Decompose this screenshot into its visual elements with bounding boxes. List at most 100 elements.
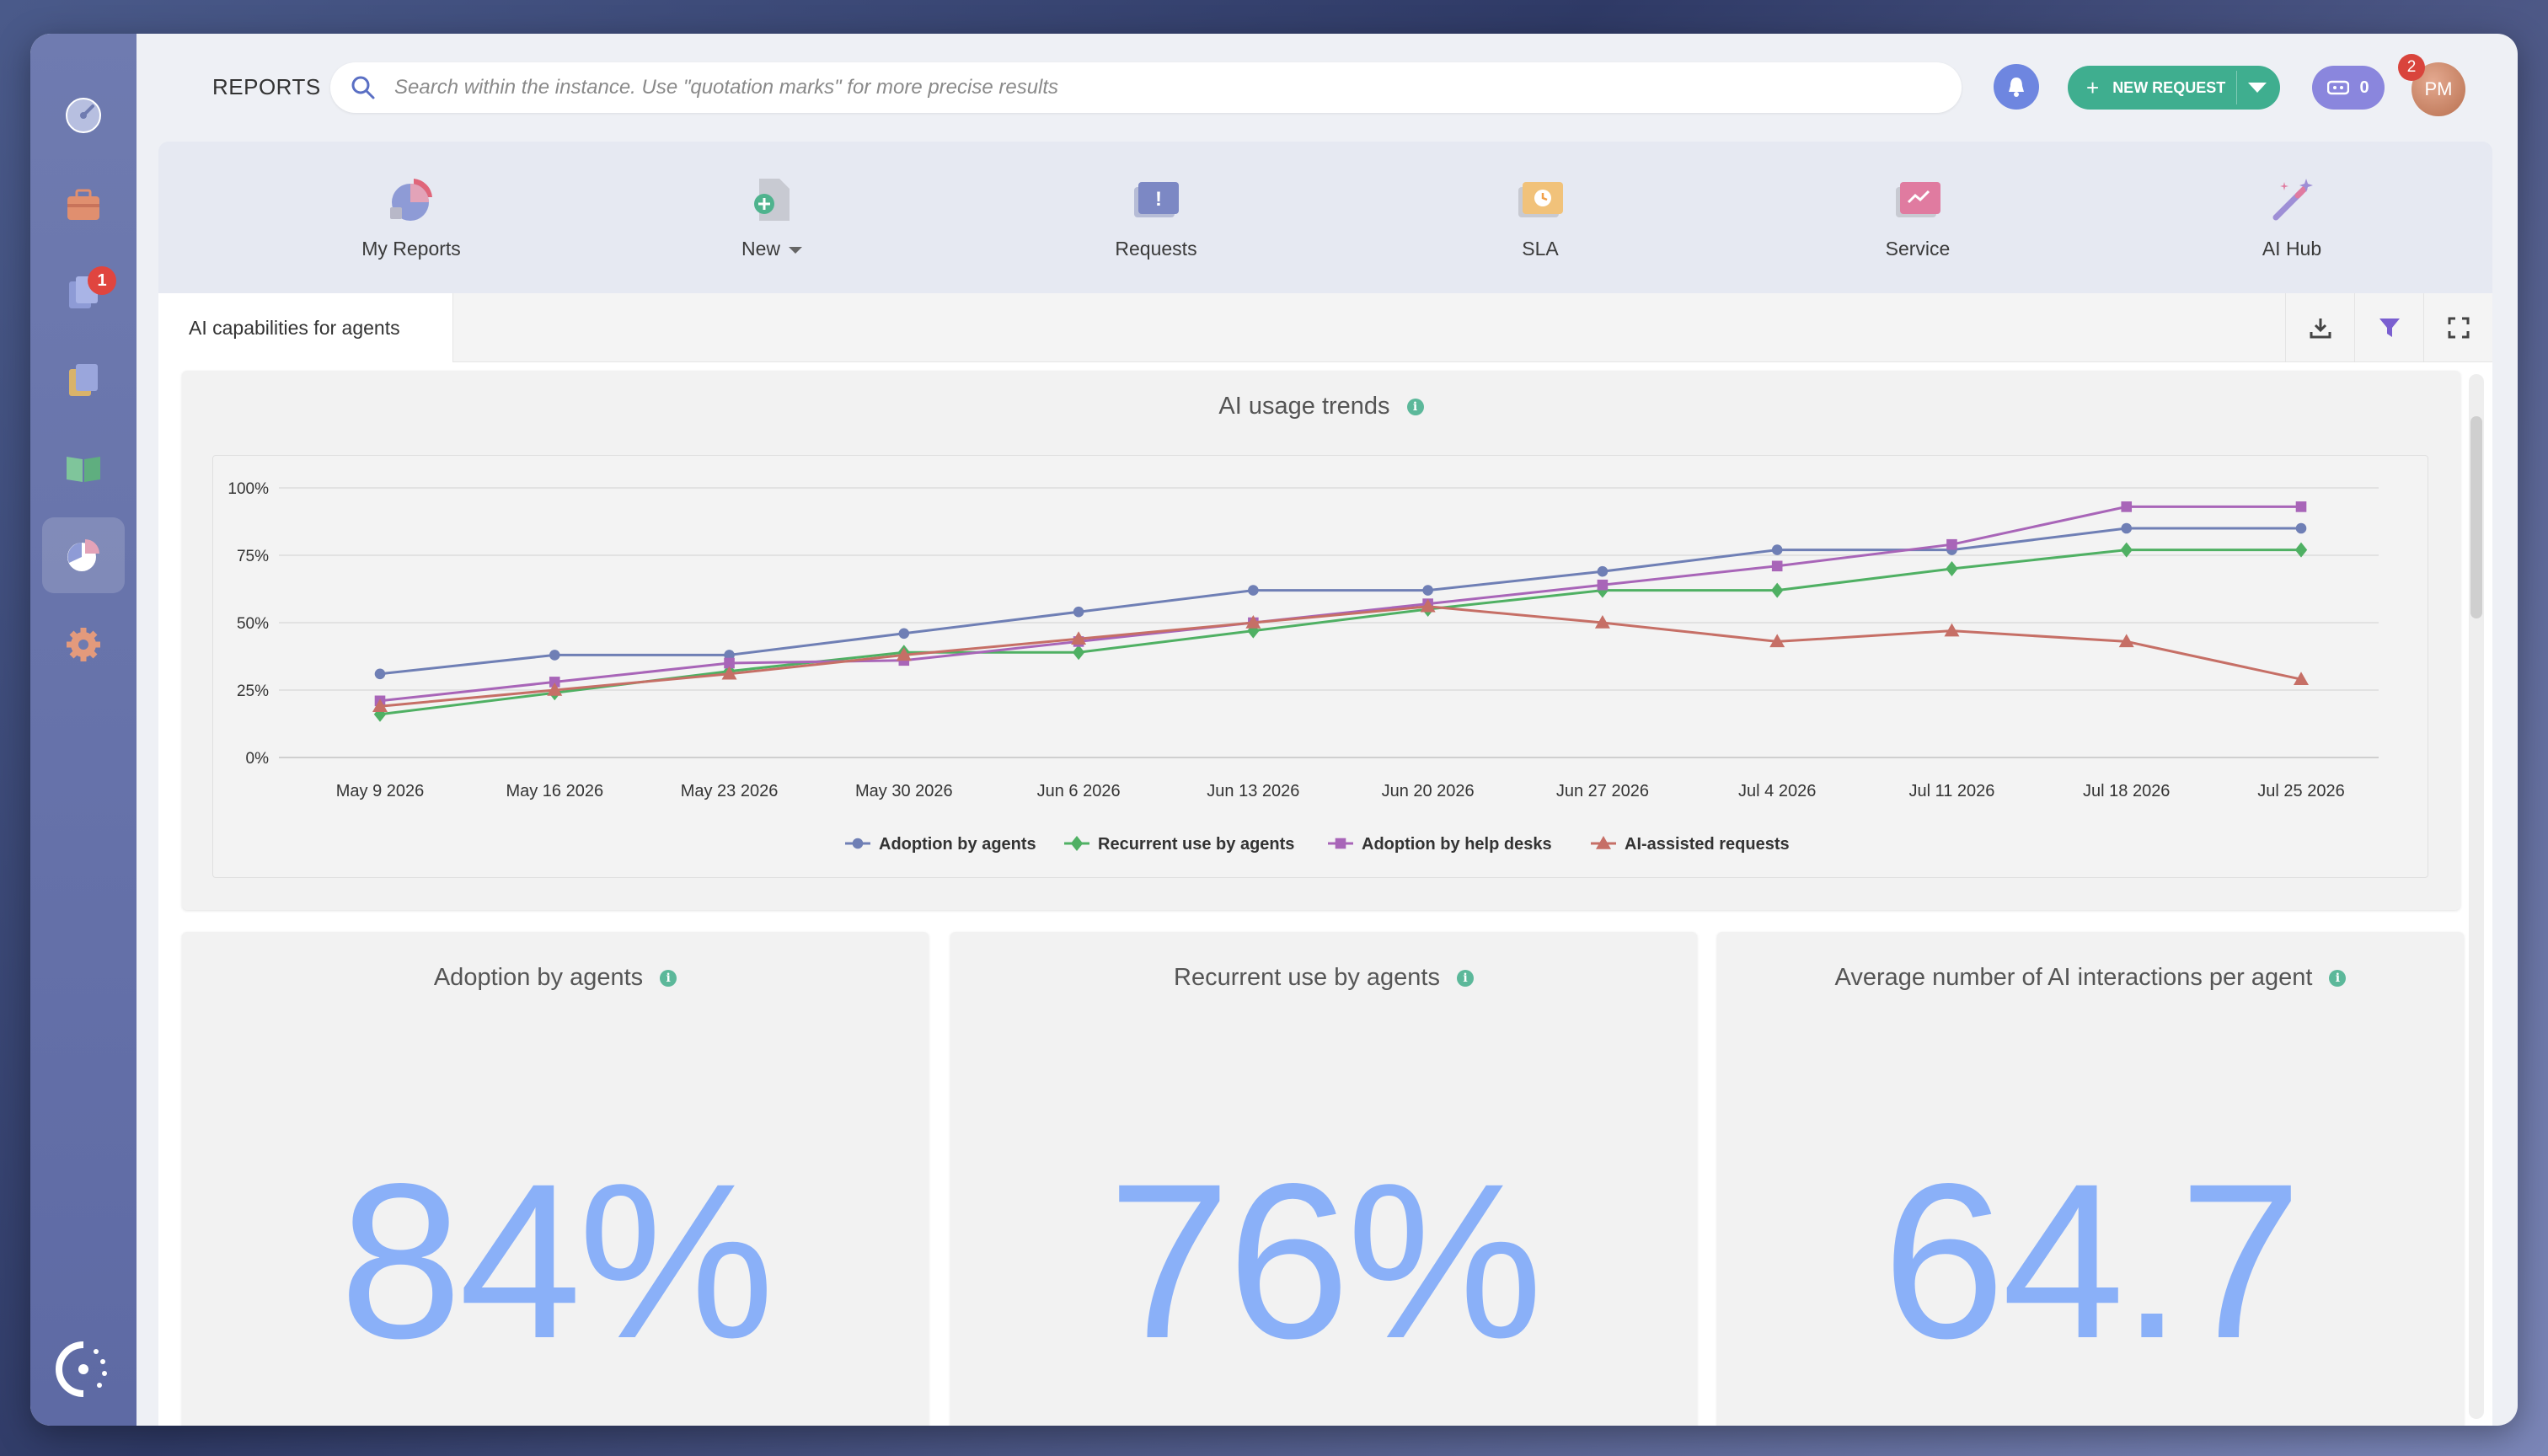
magic-wand-icon: [2272, 179, 2313, 221]
x-tick-label: Jul 25 2026: [2257, 782, 2344, 800]
sidebar-item-requests[interactable]: 1: [42, 254, 125, 330]
y-tick-label: 0%: [246, 750, 270, 768]
sidebar-item-settings[interactable]: [42, 607, 125, 682]
ticket-icon: [2327, 80, 2350, 95]
chevron-down-icon[interactable]: [2248, 83, 2267, 93]
nav-sla[interactable]: SLA: [1439, 175, 1641, 260]
chart-title-row: AI usage trends i: [182, 393, 2460, 420]
notifications-button[interactable]: [1994, 64, 2039, 110]
data-point: [1070, 836, 1084, 851]
data-point: [2294, 672, 2309, 685]
x-tick-label: Jun 6 2026: [1037, 782, 1121, 800]
data-point: [1597, 579, 1609, 591]
x-tick-label: May 30 2026: [855, 782, 953, 800]
data-point: [721, 666, 737, 680]
data-point: [549, 650, 560, 661]
legend-label: AI-assisted requests: [1625, 835, 1790, 854]
avatar[interactable]: PM: [2412, 62, 2465, 116]
kpi-title: Adoption by agents: [433, 964, 644, 991]
sidebar-item-reports[interactable]: [42, 517, 125, 593]
reports-icon: [67, 539, 99, 571]
legend-label: Recurrent use by agents: [1098, 835, 1294, 854]
reports-nav: My Reports New ! Requests SLA Service AI…: [158, 142, 2492, 293]
fullscreen-button[interactable]: [2423, 293, 2492, 362]
data-point: [1420, 598, 1436, 613]
filter-icon: [2379, 318, 2400, 337]
info-icon[interactable]: i: [1406, 399, 1424, 416]
sidebar-item-dashboard[interactable]: [42, 78, 125, 153]
bell-icon: [2009, 78, 2024, 97]
download-icon: [2310, 318, 2331, 339]
x-tick-label: May 16 2026: [506, 782, 603, 800]
filter-button[interactable]: [2354, 293, 2423, 362]
data-point: [1072, 645, 1085, 661]
info-icon[interactable]: i: [1456, 970, 1474, 988]
sla-clock-icon: [1518, 182, 1563, 217]
data-point: [1594, 615, 1610, 629]
ticket-counter[interactable]: 0: [2312, 66, 2385, 110]
nav-service[interactable]: Service: [1817, 175, 2019, 260]
x-tick-label: Jun 20 2026: [1382, 782, 1475, 800]
x-tick-label: Jul 11 2026: [1908, 782, 1994, 800]
chevron-down-icon: [789, 246, 802, 254]
plus-icon: +: [2086, 74, 2100, 100]
knowledge-base-icon: [67, 457, 100, 482]
data-point: [1597, 565, 1609, 577]
report-content[interactable]: AI usage trends i 0% 25% 50% 75% 100% May 9 20…: [158, 362, 2492, 1426]
sidebar-item-documents[interactable]: [42, 342, 125, 418]
app-window: 1 REPORTS + NEW REQUEST: [30, 34, 2518, 1426]
my-reports-icon: [390, 179, 432, 221]
data-point: [2295, 501, 2307, 512]
kpi-title: Recurrent use by agents: [1174, 964, 1440, 991]
search-bar[interactable]: [330, 62, 1962, 113]
data-point: [2121, 522, 2133, 534]
data-point: [372, 699, 388, 712]
data-point: [1335, 838, 1346, 849]
usage-trends-card: AI usage trends i 0% 25% 50% 75% 100% May 9 20…: [182, 371, 2460, 910]
settings-icon: [67, 628, 100, 661]
info-icon[interactable]: i: [660, 970, 677, 988]
nav-label: My Reports: [361, 238, 461, 260]
series-line: [379, 527, 2301, 676]
data-point: [1422, 585, 1433, 596]
sidebar-item-projects[interactable]: [42, 167, 125, 243]
scrollbar[interactable]: [2469, 374, 2484, 1419]
data-point: [2294, 542, 2308, 558]
data-point: [1946, 538, 1957, 550]
nav-requests[interactable]: ! Requests: [1055, 175, 1257, 260]
data-point: [2120, 542, 2133, 558]
nav-label: Service: [1885, 238, 1951, 260]
expand-icon: [2448, 317, 2469, 339]
nav-label: Requests: [1115, 238, 1197, 260]
nav-new[interactable]: New: [671, 175, 873, 260]
nav-my-reports[interactable]: My Reports: [310, 175, 512, 260]
nav-ai-hub[interactable]: AI Hub: [2191, 175, 2393, 260]
report-panel: AI capabilities for agents AI usage tren…: [158, 293, 2492, 1426]
chart-title: AI usage trends: [1218, 393, 1390, 420]
sidebar-item-knowledge-base[interactable]: [42, 430, 125, 506]
data-point: [1946, 561, 1958, 576]
data-point: [1247, 623, 1260, 639]
line-chart: 0% 25% 50% 75% 100% May 9 2026 May 16 2026 May …: [228, 480, 2379, 854]
data-point: [2118, 634, 2134, 648]
documents-icon: [69, 364, 98, 396]
app-logo-icon[interactable]: [54, 1340, 113, 1399]
avatar-badge: 2: [2398, 54, 2425, 81]
new-request-button[interactable]: + NEW REQUEST: [2068, 66, 2280, 110]
x-tick-label: Jun 27 2026: [1556, 782, 1649, 800]
chart-area: 0% 25% 50% 75% 100% May 9 2026 May 16 2026 May …: [212, 455, 2428, 878]
kpi-card-adoption: Adoption by agents i 84%: [182, 932, 929, 1426]
x-tick-label: May 9 2026: [336, 782, 425, 800]
info-icon[interactable]: i: [2329, 970, 2347, 988]
data-point: [898, 628, 910, 640]
service-chart-icon: [1896, 182, 1940, 217]
scrollbar-thumb[interactable]: [2470, 416, 2482, 618]
dashboard-icon: [66, 98, 101, 133]
search-input[interactable]: [394, 76, 1962, 99]
data-point: [1769, 634, 1785, 648]
data-point: [1073, 606, 1084, 618]
page-title: REPORTS: [212, 74, 321, 99]
tab-ai-capabilities[interactable]: AI capabilities for agents: [158, 293, 453, 362]
download-button[interactable]: [2285, 293, 2354, 362]
nav-label: New: [741, 238, 780, 260]
